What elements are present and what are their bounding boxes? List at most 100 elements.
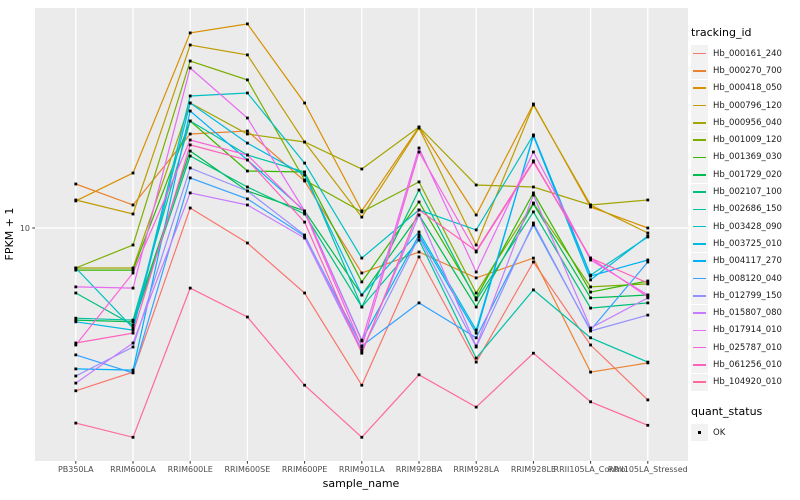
legend-line-swatch-icon — [693, 364, 706, 366]
x-tick-label: RRIM928BA — [396, 465, 443, 474]
legend-label: Hb_000796_120 — [713, 100, 782, 111]
data-point-Hb_017914_010 — [417, 146, 421, 150]
data-point-Hb_015807_080 — [131, 341, 135, 345]
x-tick-label: RRIM928LA — [453, 465, 499, 474]
data-point-Hb_000270_700 — [532, 256, 535, 260]
data-point-Hb_025787_010 — [360, 345, 364, 349]
data-point-Hb_017914_010 — [74, 285, 78, 289]
x-tick-label: RRII105LA_Control — [554, 465, 628, 474]
x-tick-label: RRIM600PE — [282, 465, 328, 474]
legend-label: Hb_008120_040 — [713, 273, 782, 284]
data-point-Hb_000796_120 — [74, 198, 78, 202]
legend-line-swatch-icon — [693, 70, 706, 72]
legend-line-swatch-icon — [693, 295, 706, 297]
data-point-Hb_017914_010 — [474, 270, 478, 274]
data-point-Hb_000418_050 — [589, 205, 592, 209]
legend-label: Hb_002107_100 — [713, 187, 782, 198]
data-point-Hb_008120_040 — [417, 301, 421, 305]
legend-label: Hb_012799_150 — [713, 290, 782, 301]
data-point-Hb_000956_040 — [360, 167, 364, 171]
data-point-Hb_002686_150 — [188, 119, 192, 123]
legend-label: Hb_025787_010 — [713, 342, 782, 353]
legend-line-swatch-icon — [693, 312, 706, 314]
data-point-Hb_000956_040 — [589, 203, 592, 207]
data-point-Hb_001369_030 — [646, 279, 650, 283]
data-point-Hb_002686_150 — [589, 336, 592, 340]
data-point-Hb_000161_240 — [474, 360, 478, 364]
legend-line-swatch-icon — [693, 329, 706, 332]
data-point-Hb_000796_120 — [532, 103, 535, 107]
data-point-Hb_001729_020 — [532, 202, 535, 206]
data-point-Hb_017914_010 — [589, 258, 592, 262]
data-point-Hb_004117_270 — [646, 258, 650, 262]
data-point-Hb_002686_150 — [131, 318, 135, 322]
data-point-Hb_001009_120 — [131, 243, 135, 247]
legend-line-swatch-icon — [693, 191, 706, 193]
data-point-Hb_001369_030 — [131, 268, 135, 272]
data-point-Hb_000270_700 — [474, 276, 478, 280]
data-point-Hb_061256_010 — [131, 331, 135, 335]
legend-line-swatch-icon — [693, 156, 706, 159]
data-point-Hb_000796_120 — [474, 243, 478, 247]
legend-line-swatch-icon — [693, 208, 706, 211]
data-point-Hb_000796_120 — [131, 212, 135, 216]
data-point-Hb_000418_050 — [131, 171, 135, 175]
legend-item-Hb_004117_270: Hb_004117_270 — [691, 252, 799, 270]
data-point-Hb_003428_090 — [303, 161, 306, 165]
data-point-Hb_003725_010 — [246, 141, 249, 145]
data-point-Hb_104920_010 — [589, 400, 592, 404]
data-point-Hb_104920_010 — [417, 373, 421, 377]
data-point-Hb_015807_080 — [246, 203, 249, 207]
data-point-Hb_000796_120 — [246, 53, 249, 57]
data-point-Hb_012799_150 — [246, 189, 249, 193]
data-point-Hb_015807_080 — [74, 381, 78, 385]
data-point-Hb_104920_010 — [532, 351, 535, 355]
data-point-Hb_061256_010 — [246, 158, 249, 162]
legend-item-Hb_002107_100: Hb_002107_100 — [691, 183, 799, 201]
legend-item-Hb_000796_120: Hb_000796_120 — [691, 97, 799, 115]
legend-key-icon — [691, 183, 708, 201]
legend-key-icon — [691, 339, 708, 357]
legend-label: Hb_000956_040 — [713, 117, 782, 128]
data-point-Hb_002686_150 — [474, 356, 478, 360]
data-point-Hb_000956_040 — [474, 183, 478, 187]
legend-item-Hb_000418_050: Hb_000418_050 — [691, 79, 799, 97]
data-point-Hb_001009_120 — [417, 180, 421, 184]
data-point-Hb_004117_270 — [74, 367, 78, 371]
legend-line-swatch-icon — [693, 52, 706, 55]
legend-key-icon — [691, 166, 708, 184]
data-point-Hb_001009_120 — [589, 285, 592, 289]
legend-label: Hb_000418_050 — [713, 83, 782, 94]
data-point-Hb_061256_010 — [532, 159, 535, 163]
legend-title-quant-status: quant_status — [691, 404, 763, 418]
legend-item-quant-ok: OK — [691, 424, 799, 442]
data-point-Hb_061256_010 — [589, 256, 592, 260]
legend-item-Hb_012799_150: Hb_012799_150 — [691, 287, 799, 305]
legend-line-swatch-icon — [693, 139, 706, 141]
legend-key-icon — [691, 287, 708, 305]
data-point-Hb_001729_020 — [131, 320, 135, 324]
data-point-Hb_000956_040 — [646, 198, 650, 202]
data-point-Hb_000796_120 — [188, 43, 192, 47]
legend-line-swatch-icon — [693, 225, 706, 228]
data-point-Hb_104920_010 — [646, 423, 650, 427]
data-point-Hb_000161_240 — [646, 398, 650, 402]
legend-key-icon — [691, 356, 708, 374]
legend-key-icon — [691, 148, 708, 166]
data-point-Hb_000161_240 — [188, 206, 192, 210]
data-point-Hb_015807_080 — [589, 326, 592, 330]
data-point-Hb_012799_150 — [532, 221, 535, 225]
data-point-Hb_000161_240 — [303, 291, 306, 295]
data-point-Hb_000418_050 — [474, 213, 478, 217]
data-point-Hb_104920_010 — [188, 286, 192, 290]
data-point-Hb_017914_010 — [246, 116, 249, 120]
legend-item-Hb_017914_010: Hb_017914_010 — [691, 321, 799, 339]
data-point-Hb_000270_700 — [74, 182, 78, 186]
data-point-Hb_017914_010 — [131, 286, 135, 290]
legend-item-Hb_015807_080: Hb_015807_080 — [691, 304, 799, 322]
legend-item-Hb_104920_010: Hb_104920_010 — [691, 373, 799, 391]
data-point-Hb_004117_270 — [417, 233, 421, 237]
data-point-Hb_000418_050 — [646, 226, 650, 230]
x-tick-label: PB350LA — [58, 465, 94, 474]
data-point-Hb_003725_010 — [74, 320, 78, 324]
